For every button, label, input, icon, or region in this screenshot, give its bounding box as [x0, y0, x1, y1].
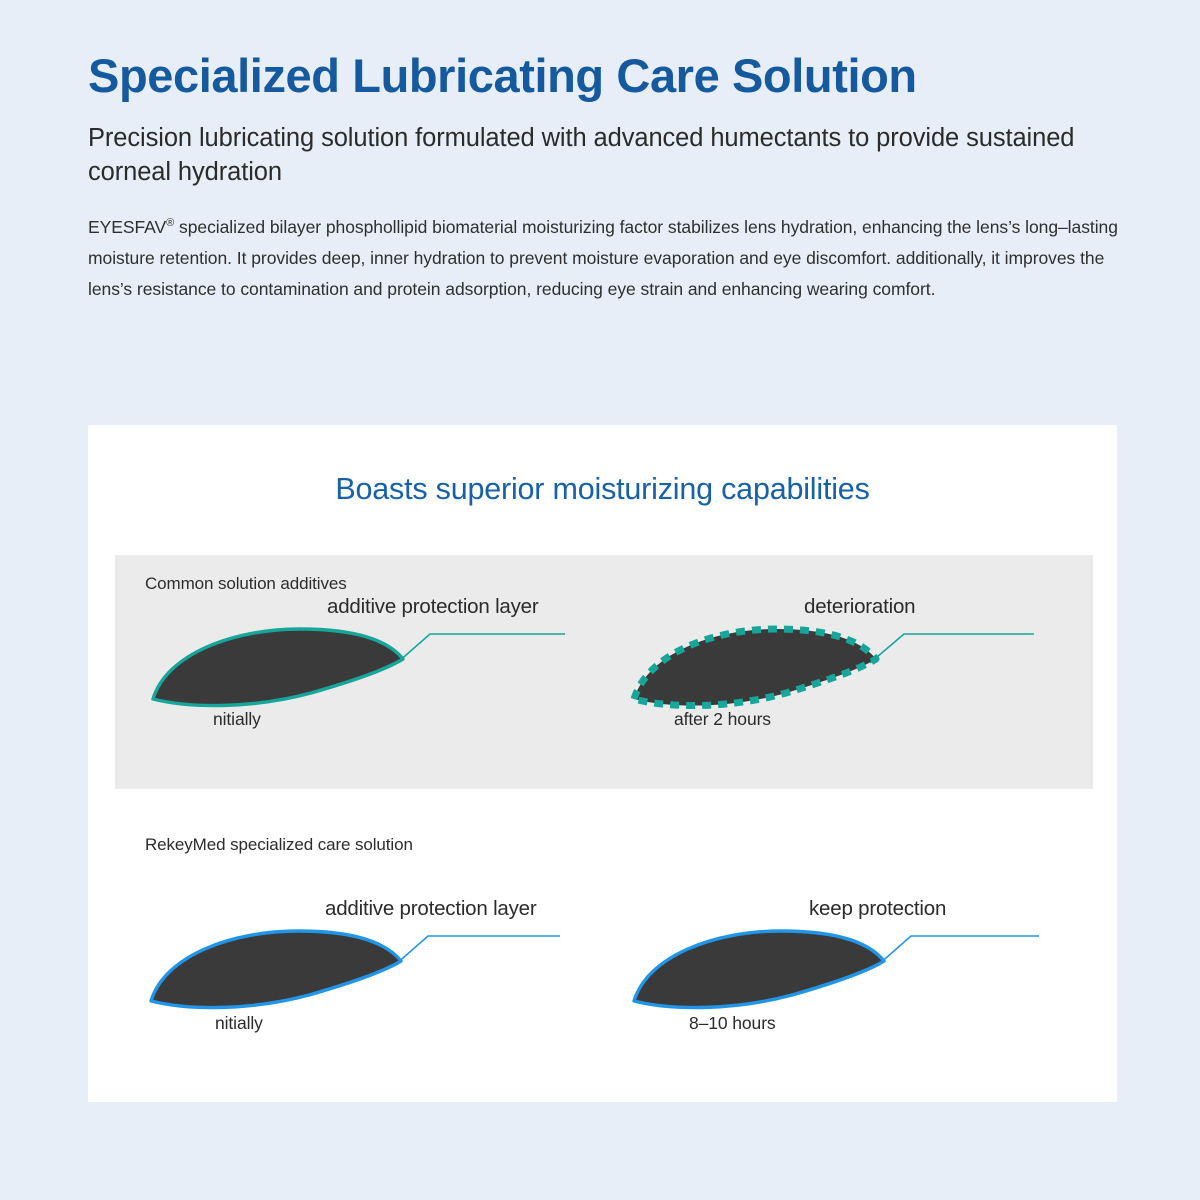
panel-label: Common solution additives — [145, 574, 347, 593]
lens-cell-common-initial: additive protection layer nitially — [115, 595, 604, 767]
contact-lens-diagram-solid-teal — [151, 627, 405, 708]
contact-lens-diagram-solid-blue — [632, 929, 886, 1010]
lens-annotation-label: additive protection layer — [327, 595, 539, 618]
lens-caption: 8–10 hours — [689, 1013, 776, 1033]
lens-row-rekeymed: additive protection layer nitially keep … — [115, 897, 1093, 1069]
leader-line-icon — [877, 935, 1039, 966]
leader-line-icon — [869, 633, 1034, 664]
lens-caption: nitially — [213, 709, 261, 729]
panel-rekeymed-solution: RekeyMed specialized care solution addit… — [115, 789, 1093, 1102]
registered-trademark-icon: ® — [166, 217, 175, 230]
header: Specialized Lubricating Care Solution Pr… — [88, 48, 1148, 305]
panel-common-additives: Common solution additives additive prote… — [115, 555, 1093, 789]
leader-line-icon — [394, 935, 560, 966]
lens-caption: after 2 hours — [674, 709, 771, 729]
card-title: Boasts superior moisturizing capabilitie… — [335, 472, 870, 506]
page-subtitle: Precision lubricating solution formulate… — [88, 124, 1075, 187]
lens-cell-rekeymed-8-10-hours: keep protection 8–10 hours — [604, 897, 1093, 1069]
contact-lens-diagram-solid-blue — [149, 929, 403, 1010]
leader-line-icon — [396, 633, 565, 664]
body-paragraph-text: specialized bilayer phosphollipid biomat… — [88, 217, 1118, 300]
lens-annotation-label: additive protection layer — [325, 897, 537, 920]
body-paragraph: EYESFAV® specialized bilayer phosphollip… — [88, 212, 1133, 305]
lens-annotation-label: keep protection — [809, 897, 947, 920]
brand-name: EYESFAV — [88, 217, 167, 238]
lens-annotation-label: deterioration — [804, 595, 916, 618]
comparison-card: Boasts superior moisturizing capabilitie… — [88, 425, 1117, 1102]
page-title: Specialized Lubricating Care Solution — [88, 49, 917, 102]
lens-cell-rekeymed-initial: additive protection layer nitially — [115, 897, 604, 1069]
lens-row-common: additive protection layer nitially deter… — [115, 595, 1093, 767]
panel-label: RekeyMed specialized care solution — [145, 835, 413, 854]
lens-caption: nitially — [215, 1013, 263, 1033]
lens-cell-common-after-2-hours: deterioration after 2 hours — [604, 595, 1093, 767]
